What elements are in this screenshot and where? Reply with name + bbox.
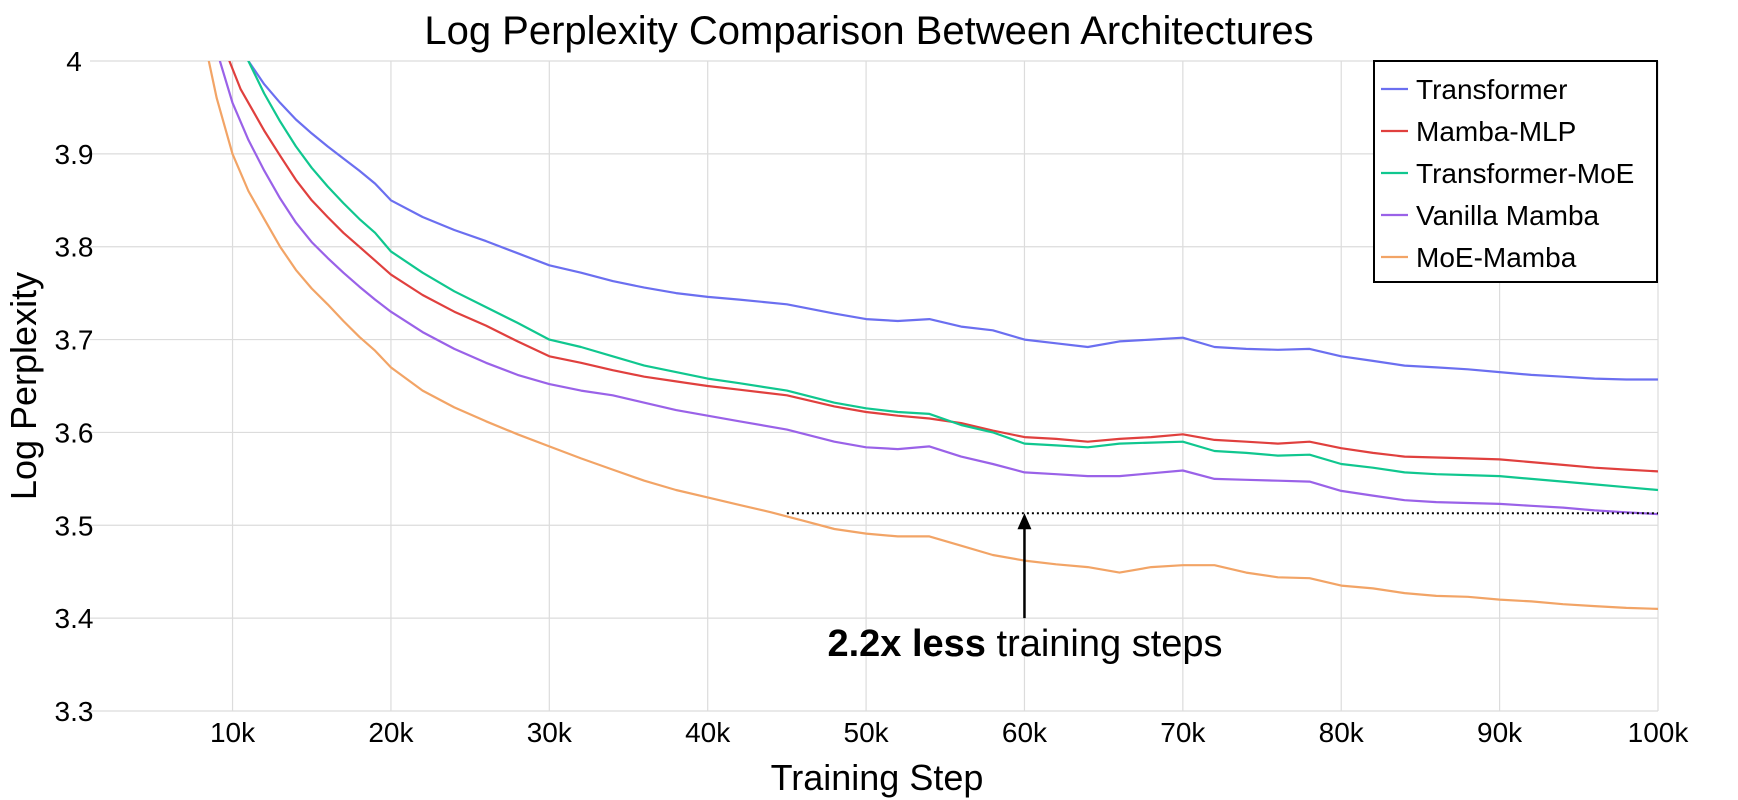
x-tick-label: 80k: [1319, 717, 1365, 748]
x-tick-label: 10k: [210, 717, 256, 748]
y-tick-label: 3.4: [55, 603, 94, 634]
series-line-transformer: [247, 61, 1658, 381]
x-tick-label: 70k: [1160, 717, 1206, 748]
x-tick-label: 40k: [685, 717, 731, 748]
y-tick-label: 4: [66, 46, 82, 77]
y-tick-labels: 3.3 3.4 3.5 3.6 3.7 3.8 3.9 4: [55, 46, 94, 727]
annotation-arrowhead: [1017, 513, 1032, 530]
legend-label: Transformer: [1416, 74, 1567, 105]
legend-label: MoE-Mamba: [1416, 242, 1577, 273]
series-lines: [207, 61, 1658, 611]
y-tick-label: 3.8: [55, 232, 94, 263]
y-tick-label: 3.3: [55, 696, 94, 727]
legend: Transformer Mamba-MLP Transformer-MoE Vanil…: [1373, 60, 1658, 283]
y-tick-label: 3.9: [55, 139, 94, 170]
series-line-vanilla-mamba: [218, 61, 1658, 516]
annotation-text: 2.2x less training steps: [827, 623, 1222, 665]
legend-label: Transformer-MoE: [1416, 158, 1634, 189]
grid: [90, 60, 1659, 712]
x-tick-label: 30k: [527, 717, 573, 748]
y-axis-label: Log Perplexity: [3, 272, 44, 500]
series-line-transformer-moe: [247, 61, 1658, 492]
x-tick-label: 100k: [1628, 717, 1690, 748]
chart-title: Log Perplexity Comparison Between Archit…: [424, 9, 1313, 53]
annotation: 2.2x less training steps: [827, 513, 1223, 665]
series-line-mamba-mlp: [228, 61, 1658, 473]
y-tick-label: 3.5: [55, 510, 94, 541]
annotation-bold-text: 2.2x less: [827, 623, 985, 665]
x-tick-label: 20k: [368, 717, 414, 748]
series-line-moe-mamba: [207, 61, 1658, 611]
x-tick-label: 60k: [1002, 717, 1048, 748]
x-tick-labels: 10k 20k 30k 40k 50k 60k 70k 80k 90k 100k: [210, 717, 1689, 748]
annotation-rest-text: training steps: [986, 623, 1223, 665]
y-tick-label: 3.6: [55, 417, 94, 448]
legend-label: Vanilla Mamba: [1416, 200, 1600, 231]
legend-label: Mamba-MLP: [1416, 116, 1576, 147]
y-tick-label: 3.7: [55, 325, 94, 356]
x-tick-label: 90k: [1477, 717, 1523, 748]
legend-box: [1373, 60, 1658, 283]
x-tick-label: 50k: [844, 717, 890, 748]
x-axis-label: Training Step: [771, 757, 984, 798]
